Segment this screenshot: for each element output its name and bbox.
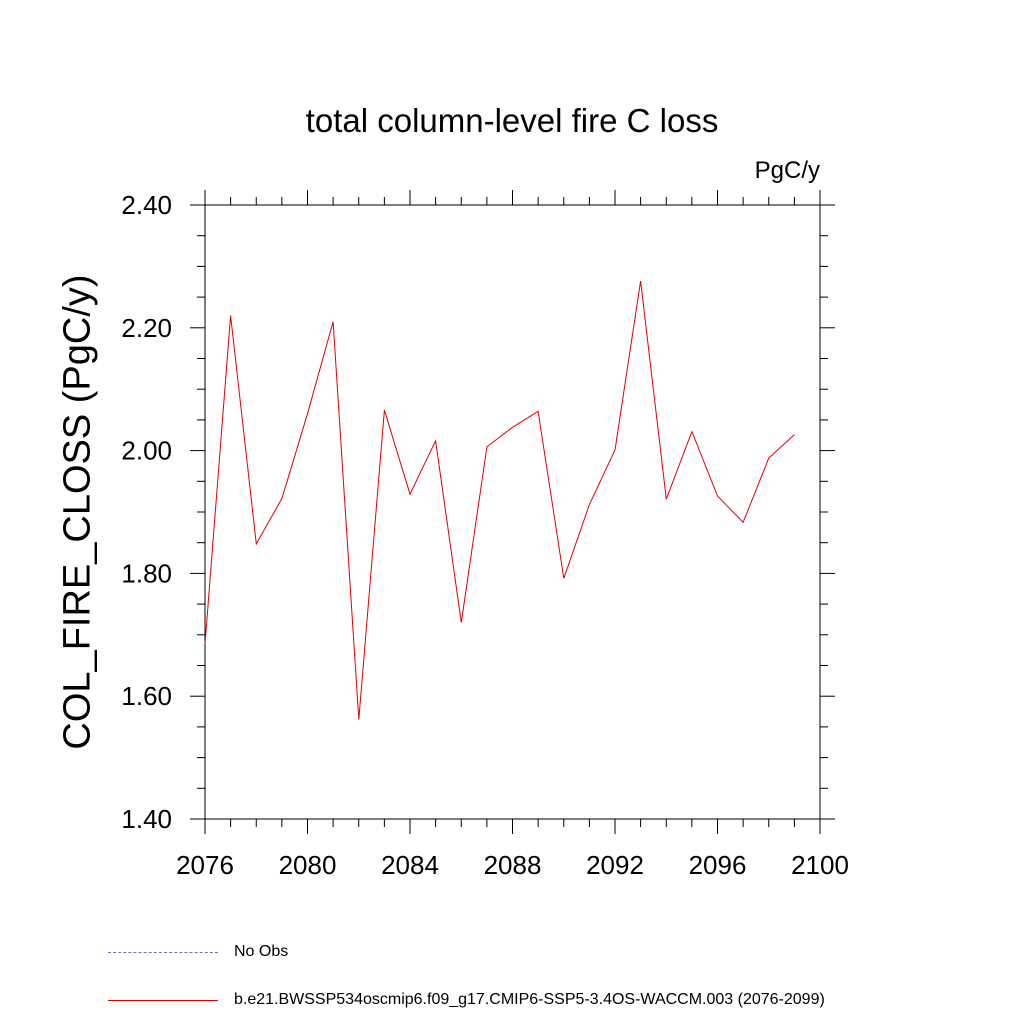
x-tick-label: 2080: [279, 850, 337, 880]
chart-title: total column-level fire C loss: [305, 102, 719, 139]
legend-item-model: b.e21.BWSSP534oscmip6.f09_g17.CMIP6-SSP5…: [108, 991, 825, 1009]
y-tick-label: 2.20: [121, 313, 172, 343]
x-tick-label: 2084: [381, 850, 439, 880]
plot-frame: [204, 204, 821, 820]
y-tick-label: 1.60: [121, 681, 172, 711]
legend-label-obs: No Obs: [234, 943, 289, 960]
legend-swatch-solid: [108, 999, 218, 1001]
axis-tick-labels: 2076 2080 2084 2088 2092 2096 2100 1.40 1.60 1.80…: [121, 190, 849, 880]
x-tick-label: 2100: [791, 850, 849, 880]
x-tick-label: 2092: [586, 850, 644, 880]
legend-label-model: b.e21.BWSSP534oscmip6.f09_g17.CMIP6-SSP5…: [234, 991, 825, 1008]
x-tick-label: 2076: [176, 850, 234, 880]
x-tick-label: 2096: [689, 850, 747, 880]
y-tick-label: 2.40: [121, 190, 172, 220]
x-tick-label: 2088: [484, 850, 542, 880]
y-tick-label: 1.80: [121, 558, 172, 588]
legend-item-obs: No Obs: [108, 943, 288, 961]
y-axis-label: COL_FIRE_CLOSS (PgC/y): [56, 274, 99, 750]
legend-swatch-dashed: [108, 951, 218, 953]
y-tick-label: 1.40: [121, 804, 172, 834]
units-label: PgC/y: [754, 157, 820, 184]
axis-ticks: [190, 190, 835, 834]
series-line: [204, 281, 795, 720]
y-tick-label: 2.00: [121, 436, 172, 466]
